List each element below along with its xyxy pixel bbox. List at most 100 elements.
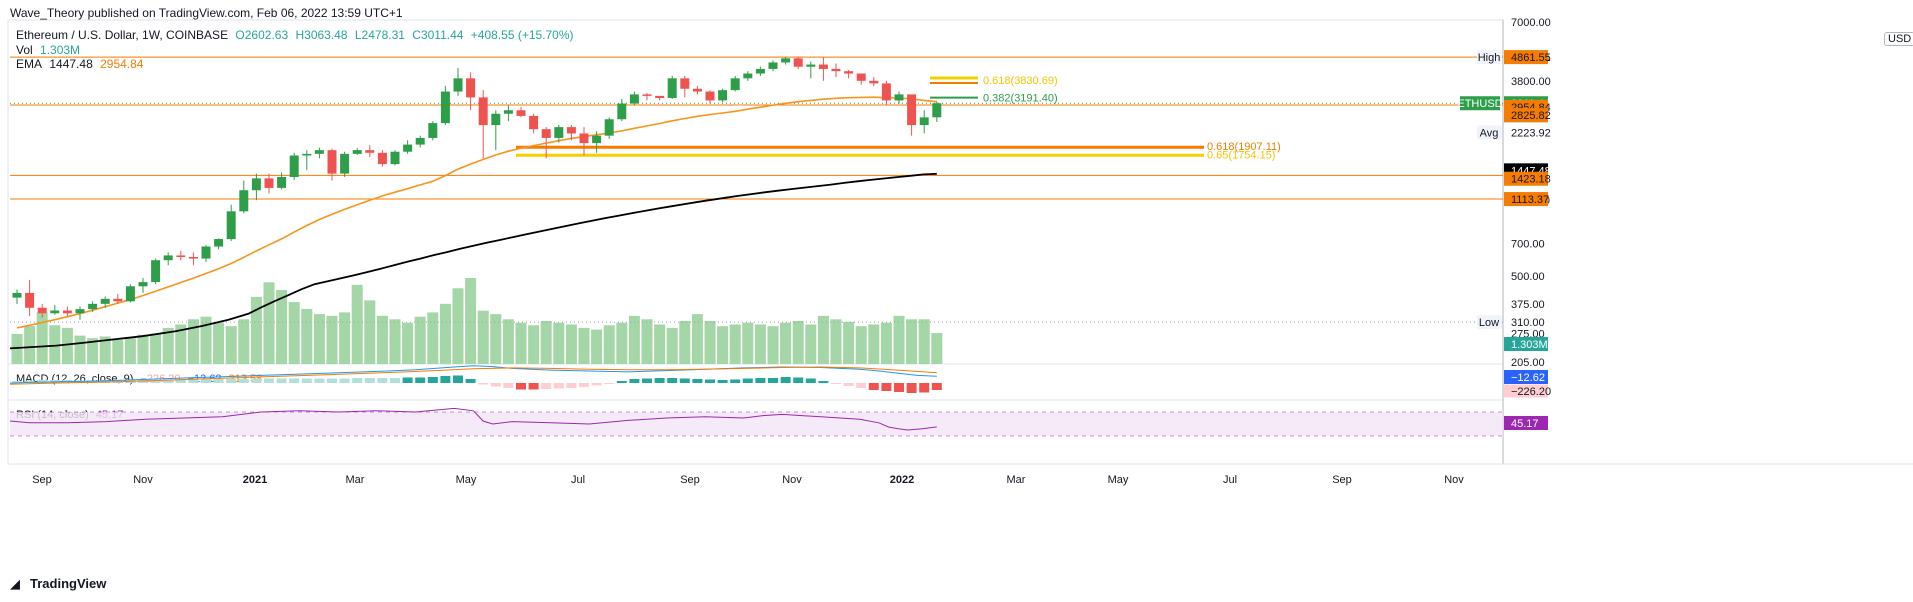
- price-label-box: [1504, 192, 1548, 207]
- volume-bar: [49, 325, 61, 364]
- time-tick-label: Mar: [346, 474, 365, 486]
- indicator-value-box: [1504, 337, 1548, 351]
- macd-histogram-bar: [831, 383, 841, 384]
- price-label-value: 4861.55: [1511, 52, 1551, 64]
- volume-bar: [301, 308, 313, 364]
- price-tick-label: 7000.00: [1511, 17, 1551, 29]
- candle-body: [277, 176, 287, 188]
- price-tag-label: Avg: [1480, 127, 1499, 139]
- volume-bar: [124, 338, 136, 364]
- volume-legend: Vol 1.303M: [16, 43, 84, 57]
- indicator-value-text: −226.20: [1511, 386, 1551, 398]
- symbol-badge-label: ETHUSD: [1457, 98, 1502, 110]
- volume-bar: [11, 333, 23, 364]
- candle-body: [604, 119, 614, 136]
- currency-button[interactable]: USD: [1884, 32, 1913, 46]
- volume-bar: [641, 319, 653, 364]
- time-tick-label: May: [456, 474, 477, 486]
- macd-histogram-bar: [755, 378, 766, 383]
- indicator-value-box: [1504, 370, 1548, 384]
- price-tick-label: 700.00: [1511, 239, 1545, 251]
- publisher-line: Wave_Theory published on TradingView.com…: [10, 6, 403, 20]
- macd-histogram-bar: [503, 383, 514, 388]
- candle-body: [705, 91, 715, 101]
- volume-bar: [490, 314, 502, 364]
- volume-bar: [553, 322, 565, 364]
- candle-body: [113, 298, 123, 302]
- macd-histogram-bar: [881, 383, 892, 391]
- candle-body: [692, 88, 702, 92]
- ohlc-open: O2602.63: [235, 28, 289, 42]
- volume-bar: [704, 321, 716, 364]
- volume-bar: [225, 326, 237, 364]
- fib-label: 0.618(3830.69): [983, 75, 1058, 87]
- macd-histogram-bar: [843, 383, 854, 386]
- volume-bar: [452, 288, 464, 364]
- volume-bar: [389, 319, 401, 364]
- candle-body: [251, 178, 261, 191]
- volume-bar: [817, 315, 829, 364]
- candle-body: [818, 64, 828, 69]
- time-tick-label: Sep: [1332, 474, 1352, 486]
- volume-bar: [679, 321, 691, 364]
- volume-bar: [830, 319, 842, 364]
- volume-bar: [162, 327, 174, 364]
- volume-bar: [792, 321, 804, 364]
- macd-histogram-bar: [390, 378, 400, 383]
- candle-body: [680, 78, 690, 89]
- volume-bar: [61, 327, 73, 364]
- macd-histogram-bar: [201, 379, 211, 383]
- volume-bar: [213, 322, 225, 364]
- macd-histogram-bar: [667, 378, 678, 383]
- candle-body: [466, 78, 476, 98]
- volume-bar: [528, 325, 540, 364]
- candle-body: [302, 153, 312, 156]
- macd-histogram-bar: [12, 381, 22, 383]
- macd-histogram-bar: [705, 379, 715, 383]
- macd-histogram-bar: [188, 379, 199, 383]
- symbol-name: Ethereum / U.S. Dollar, 1W, COINBASE: [16, 28, 229, 42]
- macd-histogram-bar: [591, 383, 602, 386]
- macd-histogram-bar: [541, 383, 552, 389]
- macd-histogram-bar: [364, 378, 375, 383]
- candle-body: [264, 178, 274, 188]
- macd-histogram-bar: [24, 380, 35, 383]
- candle-body: [768, 62, 778, 69]
- macd-histogram-bar: [352, 378, 363, 383]
- time-tick-label: Jul: [571, 474, 585, 486]
- time-tick-label: Nov: [133, 474, 153, 486]
- volume-bar: [339, 312, 351, 364]
- candle-body: [529, 115, 539, 130]
- macd-histogram-bar: [679, 378, 690, 383]
- fib-label: 0.618(1907.11): [1207, 141, 1281, 153]
- time-tick-label: 2022: [890, 474, 914, 486]
- candle-body: [831, 68, 841, 72]
- candle-body: [730, 78, 740, 91]
- volume-bar: [276, 290, 288, 364]
- volume-bar: [893, 315, 905, 364]
- candle-body: [289, 155, 299, 177]
- fib-label: 0.382(3191.40): [983, 93, 1058, 105]
- time-tick-label: Sep: [32, 474, 52, 486]
- time-tick-label: Nov: [1444, 474, 1464, 486]
- volume-bar: [137, 334, 149, 364]
- tradingview-logo-icon: ◢: [10, 576, 20, 591]
- candle-body: [579, 133, 589, 144]
- macd-histogram-bar: [642, 378, 652, 383]
- macd-histogram-bar: [906, 383, 917, 393]
- candle-body: [755, 68, 765, 74]
- macd-histogram-bar: [793, 377, 804, 383]
- macd-histogram-bar: [301, 378, 312, 383]
- candle-body: [881, 83, 891, 101]
- ema-legend: EMA 1447.48 2954.84: [16, 57, 147, 71]
- candle-body: [440, 91, 450, 124]
- volume-bar: [427, 312, 439, 364]
- macd-histogram-bar: [100, 380, 111, 383]
- indicator-value-box: [1504, 384, 1548, 398]
- candle-body: [856, 73, 866, 81]
- price-label-box: [1504, 50, 1548, 65]
- price-tag-badge: [1477, 315, 1502, 330]
- time-tick-label: Sep: [680, 474, 700, 486]
- macd-histogram-bar: [654, 378, 665, 383]
